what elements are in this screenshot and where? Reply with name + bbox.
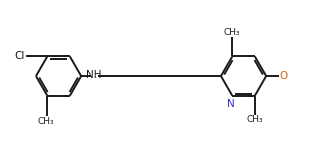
Text: CH₃: CH₃ xyxy=(224,28,240,37)
Text: CH₃: CH₃ xyxy=(246,115,263,124)
Text: Cl: Cl xyxy=(14,51,25,61)
Text: CH₃: CH₃ xyxy=(38,117,54,126)
Text: N: N xyxy=(227,99,235,109)
Text: O: O xyxy=(279,71,287,81)
Text: NH: NH xyxy=(86,70,102,80)
